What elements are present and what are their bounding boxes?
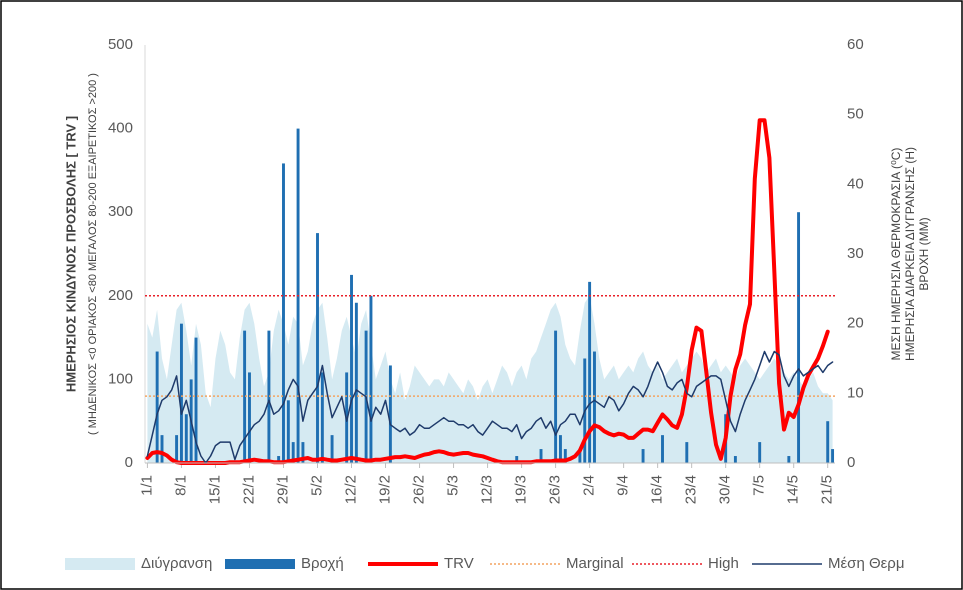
y2-tick-label: 0: [847, 454, 855, 471]
bar: [248, 372, 251, 463]
bar: [354, 302, 358, 463]
x-tick-label: 14/5: [785, 475, 802, 504]
legend-label: Βροχή: [301, 555, 344, 572]
x-tick-label: 21/5: [819, 475, 836, 504]
x-tick-label: 2/4: [581, 475, 598, 496]
x-tick-label: 5/2: [308, 475, 325, 496]
y2-axis-title: ΗΜΕΡΗΣΙΑ ΔΙΑΡΚΕΙΑ ΔΙΥΓΡΑΝΣΗΣ (H): [903, 147, 917, 361]
legend-swatch: [225, 559, 295, 569]
x-tick-label: 23/4: [683, 475, 700, 504]
y2-axis-title: ΜΕΣΗ ΗΜΕΡΗΣΙΑ ΘΕΡΜΟΚΡΑΣΙΑ (⁰C): [889, 148, 903, 361]
bar: [301, 442, 305, 463]
bar: [831, 449, 835, 463]
bar: [559, 435, 562, 463]
legend-swatch: [65, 558, 135, 570]
x-tick-label: 8/1: [172, 475, 189, 496]
bar: [685, 442, 689, 463]
x-tick-label: 16/4: [649, 475, 666, 504]
y2-tick-label: 60: [847, 36, 864, 53]
x-tick-label: 26/3: [547, 475, 564, 504]
line: [146, 350, 834, 464]
y-tick-label: 0: [125, 454, 133, 471]
y-axis-subtitle: ( ΜΗΔΕΝΙΚΟΣ <0 ΟΡΙΑΚΟΣ <80 ΜΕΓΑΛΟΣ 80-20…: [87, 73, 99, 435]
bar: [641, 449, 645, 463]
bar: [350, 274, 353, 463]
x-tick-label: 30/4: [717, 475, 734, 504]
legend-label: TRV: [444, 555, 474, 572]
bar: [797, 212, 801, 463]
bar: [184, 414, 188, 463]
bar: [277, 456, 281, 463]
x-tick-label: 19/3: [513, 475, 530, 504]
bar: [243, 330, 247, 463]
x-tick-label: 22/1: [240, 475, 257, 504]
x-tick-label: 12/2: [342, 475, 359, 504]
y-tick-label: 400: [108, 120, 133, 137]
y2-tick-label: 10: [847, 384, 864, 401]
y2-tick-label: 40: [847, 175, 864, 192]
y2-tick-label: 50: [847, 106, 864, 123]
bar: [539, 449, 543, 463]
bar: [286, 400, 290, 463]
legend-label: Μέση Θερμ: [828, 555, 904, 572]
bar: [593, 351, 596, 463]
y-tick-label: 200: [108, 287, 133, 304]
y-axis-title: ΗΜΕΡΗΣΙΟΣ ΚΙΝΔΥΝΟΣ ΠΡΟΣΒΟΛΗΣ [ TRV ]: [63, 116, 78, 392]
bar: [787, 456, 791, 463]
legend-label: High: [708, 555, 739, 572]
x-tick-label: 15/1: [206, 475, 223, 504]
bar: [758, 442, 762, 463]
bar: [160, 435, 164, 463]
y2-axis-title: ΒΡΟΧΗ (ΜΜ): [917, 217, 931, 290]
bar: [316, 233, 319, 463]
bar: [320, 372, 324, 463]
x-tick-label: 19/2: [376, 475, 393, 504]
legend-label: Διύγρανση: [141, 555, 212, 572]
bar: [661, 435, 664, 463]
bar: [588, 281, 592, 463]
bar: [563, 449, 567, 463]
bar: [175, 435, 179, 463]
x-tick-label: 5/3: [445, 475, 462, 496]
bar: [330, 435, 334, 463]
bar: [155, 351, 159, 463]
y-tick-label: 300: [108, 203, 133, 220]
y2-tick-label: 30: [847, 245, 864, 262]
bar: [515, 456, 519, 463]
bar: [733, 456, 737, 463]
x-tick-label: 9/4: [615, 475, 632, 496]
x-tick-label: 7/5: [751, 475, 768, 496]
bar: [291, 442, 295, 463]
bar: [194, 337, 198, 463]
x-tick-label: 1/1: [138, 475, 155, 496]
y2-tick-label: 20: [847, 315, 864, 332]
line: [145, 118, 830, 465]
bar: [267, 330, 271, 463]
y-tick-label: 100: [108, 370, 133, 387]
x-tick-label: 26/2: [411, 475, 428, 504]
bar: [388, 365, 392, 463]
y-tick-label: 500: [108, 36, 133, 53]
bar: [578, 449, 582, 463]
legend-label: Marginal: [566, 555, 624, 572]
bar: [554, 330, 558, 463]
x-tick-label: 12/3: [479, 475, 496, 504]
bar: [369, 295, 373, 463]
x-tick-label: 29/1: [274, 475, 291, 504]
bar: [282, 163, 285, 463]
bar: [179, 323, 183, 463]
bar: [826, 421, 830, 463]
